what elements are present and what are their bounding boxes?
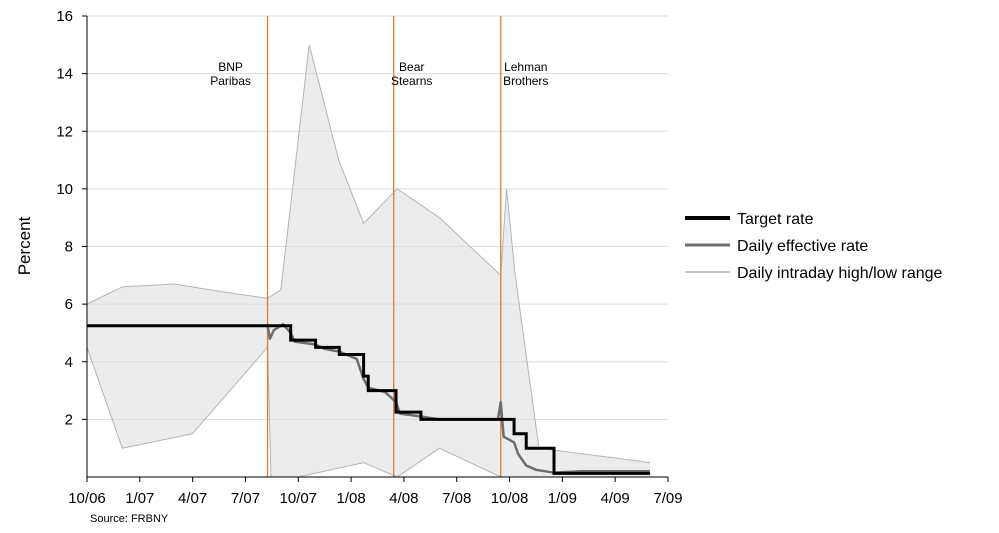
x-tick-label: 4/09 bbox=[601, 490, 630, 507]
event-label: BNP bbox=[218, 60, 243, 74]
event-label: Stearns bbox=[391, 74, 432, 88]
x-tick-label: 7/08 bbox=[442, 490, 471, 507]
y-tick-label: 16 bbox=[56, 8, 73, 25]
x-tick-label: 1/09 bbox=[548, 490, 577, 507]
target-rate-line bbox=[87, 324, 651, 475]
source-note: Source: FRBNY bbox=[90, 513, 169, 525]
event-label: Paribas bbox=[210, 74, 251, 88]
legend-label-effective: Daily effective rate bbox=[737, 238, 868, 255]
legend-label-range: Daily intraday high/low range bbox=[737, 265, 943, 282]
intraday-high-line bbox=[86, 44, 651, 464]
event-label: Brothers bbox=[503, 74, 548, 88]
event-label: Lehman bbox=[504, 60, 547, 74]
axes bbox=[82, 15, 669, 482]
x-tick-label: 4/08 bbox=[389, 490, 418, 507]
x-tick-label: 10/08 bbox=[491, 490, 529, 507]
y-tick-label: 4 bbox=[65, 354, 73, 371]
x-tick-label: 7/07 bbox=[231, 490, 260, 507]
event-label: Bear bbox=[399, 60, 424, 74]
y-tick-label: 8 bbox=[65, 239, 73, 256]
x-tick-label: 7/09 bbox=[653, 490, 682, 507]
y-tick-label: 2 bbox=[65, 411, 73, 428]
x-tick-label: 4/07 bbox=[178, 490, 207, 507]
y-axis-label: Percent bbox=[15, 216, 34, 275]
x-tick-label: 10/07 bbox=[279, 490, 317, 507]
tick-labels: 2 4 6 8 10 12 14 16 10/06 1/07 4/07 7/07 10/07 1/08 4/… bbox=[56, 8, 682, 507]
effective-rate-layer bbox=[87, 323, 651, 474]
effective-rate-line bbox=[87, 323, 651, 474]
legend-label-target: Target rate bbox=[737, 211, 814, 228]
x-tick-label: 1/07 bbox=[125, 490, 154, 507]
x-tick-label: 1/08 bbox=[336, 490, 365, 507]
y-tick-label: 12 bbox=[56, 123, 73, 140]
y-tick-label: 6 bbox=[65, 296, 73, 313]
y-tick-label: 14 bbox=[56, 66, 73, 83]
target-rate-layer bbox=[87, 324, 651, 475]
y-tick-label: 10 bbox=[56, 181, 73, 198]
intraday-range-layer bbox=[86, 44, 651, 478]
legend: Target rate Daily effective rate Daily i… bbox=[685, 211, 943, 282]
x-tick-label: 10/06 bbox=[68, 490, 106, 507]
intraday-range-band bbox=[87, 44, 651, 477]
